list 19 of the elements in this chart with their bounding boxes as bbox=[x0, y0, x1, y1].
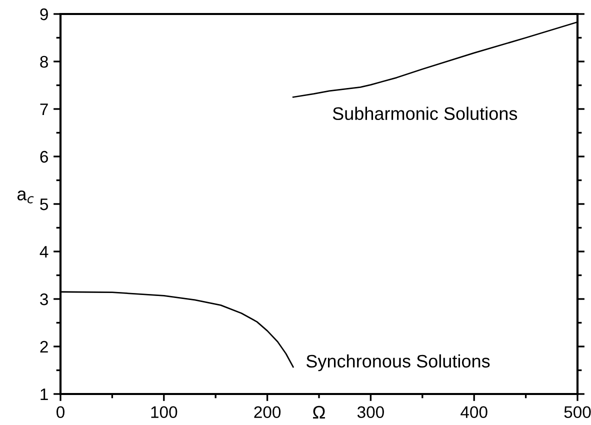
y-tick-label: 8 bbox=[40, 56, 48, 68]
y-tick-label: 3 bbox=[40, 293, 48, 306]
y-tick-label: 4 bbox=[40, 246, 48, 258]
x-tick-label: 400 bbox=[460, 406, 488, 418]
y-tick-label: 2 bbox=[40, 340, 48, 353]
x-axis-title: Ω bbox=[313, 406, 325, 418]
y-tick-label: 9 bbox=[40, 8, 48, 20]
y-axis-title: a$_{c}$ bbox=[17, 190, 34, 204]
x-tick-label: 500 bbox=[564, 406, 591, 418]
series-label: Subharmonic Solutions bbox=[332, 106, 518, 120]
y-tick-label: 7 bbox=[40, 104, 48, 116]
y-tick-label: 5 bbox=[40, 198, 48, 210]
x-tick-label: 100 bbox=[151, 406, 178, 418]
x-tick-label: 200 bbox=[254, 406, 281, 418]
y-tick-label: 6 bbox=[40, 150, 48, 163]
series-label: Synchronous Solutions bbox=[306, 354, 490, 372]
y-tick-label: 1 bbox=[40, 388, 48, 400]
x-tick-label: 300 bbox=[357, 406, 384, 418]
x-tick-label: 0 bbox=[56, 406, 64, 418]
